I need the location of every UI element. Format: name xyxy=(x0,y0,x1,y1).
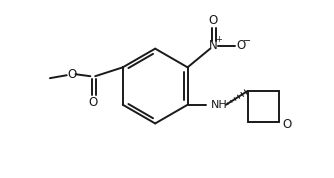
Text: NH: NH xyxy=(211,100,228,110)
Text: O: O xyxy=(282,118,292,131)
Text: O: O xyxy=(208,14,218,27)
Text: O: O xyxy=(236,39,245,52)
Text: O: O xyxy=(89,96,98,109)
Text: −: − xyxy=(242,36,251,46)
Text: N: N xyxy=(209,39,217,52)
Text: +: + xyxy=(215,35,221,44)
Text: O: O xyxy=(67,68,76,81)
